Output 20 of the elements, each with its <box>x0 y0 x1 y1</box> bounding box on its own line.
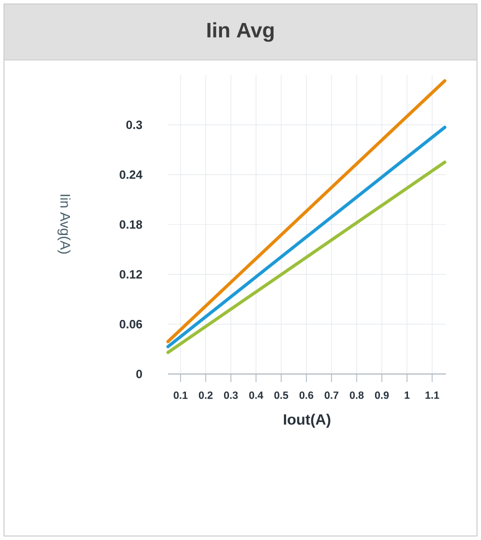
y-tick-label: 0 <box>136 370 142 378</box>
x-tick-label: 0.8 <box>350 392 364 399</box>
y-tick-label: 0.24 <box>120 170 142 179</box>
y-tick-label: 0.06 <box>120 320 142 328</box>
x-tick-label: 0.2 <box>198 392 213 399</box>
y-axis-title: Iin Avg(A) <box>58 194 70 254</box>
x-tick-label: 0.5 <box>274 392 288 399</box>
x-tick-label: 0.6 <box>300 392 314 399</box>
x-tick-label: 0.1 <box>174 392 188 399</box>
y-tick-label: 0.3 <box>126 120 142 130</box>
x-tick-label: 0.3 <box>224 392 238 399</box>
chart-title: Iin Avg <box>207 22 274 42</box>
x-axis-title: Iout(A) <box>284 414 330 428</box>
x-tick-label: 0.9 <box>374 392 389 399</box>
x-tick-label: 0.4 <box>249 392 264 399</box>
y-tick-label: 0.18 <box>120 220 142 229</box>
y-tick-label: 0.12 <box>120 270 142 279</box>
x-tick-label: 1 <box>404 392 410 399</box>
x-tick-label: 1.1 <box>426 392 440 399</box>
x-tick-label: 0.7 <box>324 392 338 399</box>
